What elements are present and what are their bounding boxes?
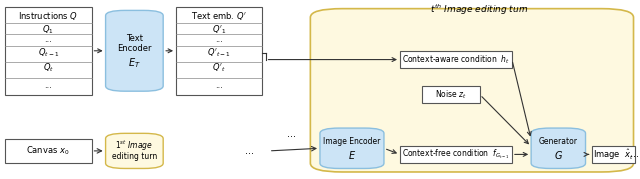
Text: ...: ... xyxy=(44,81,52,90)
FancyBboxPatch shape xyxy=(592,146,636,163)
FancyBboxPatch shape xyxy=(400,146,512,163)
Text: Text: Text xyxy=(126,34,143,43)
Text: ...: ... xyxy=(44,35,52,44)
FancyBboxPatch shape xyxy=(5,139,92,163)
FancyBboxPatch shape xyxy=(5,7,92,95)
Text: $t^{th}$ Image editing turn: $t^{th}$ Image editing turn xyxy=(431,3,529,17)
FancyBboxPatch shape xyxy=(106,133,163,168)
Text: Instructions $Q$: Instructions $Q$ xyxy=(19,10,78,22)
Text: ...: ... xyxy=(245,146,254,156)
Text: ...: ... xyxy=(630,149,639,159)
Text: Context-aware condition  $h_t$: Context-aware condition $h_t$ xyxy=(402,53,510,66)
Text: ...: ... xyxy=(215,35,223,44)
Text: $Q_{t-1}$: $Q_{t-1}$ xyxy=(38,47,59,59)
Text: Text emb. $Q'$: Text emb. $Q'$ xyxy=(191,10,247,22)
FancyBboxPatch shape xyxy=(176,7,262,95)
Text: editing turn: editing turn xyxy=(112,152,157,161)
Text: Noise $z_t$: Noise $z_t$ xyxy=(435,88,467,101)
Text: $E_T$: $E_T$ xyxy=(128,56,141,70)
Text: ...: ... xyxy=(215,81,223,90)
Text: $Q'_1$: $Q'_1$ xyxy=(212,23,227,35)
FancyBboxPatch shape xyxy=(310,9,634,172)
Text: $Q'_t$: $Q'_t$ xyxy=(212,61,226,74)
Text: ...: ... xyxy=(287,129,296,139)
Text: Image Encoder: Image Encoder xyxy=(323,137,381,146)
Text: $Q'_{t-1}$: $Q'_{t-1}$ xyxy=(207,47,231,59)
Text: $1^{st}$ Image: $1^{st}$ Image xyxy=(115,138,154,153)
FancyBboxPatch shape xyxy=(422,86,480,103)
FancyBboxPatch shape xyxy=(320,128,384,168)
Text: $Q_t$: $Q_t$ xyxy=(43,61,54,74)
FancyBboxPatch shape xyxy=(400,51,512,68)
Text: Context-free condition  $f_{G_{t-1}}$: Context-free condition $f_{G_{t-1}}$ xyxy=(402,148,509,161)
Text: $E$: $E$ xyxy=(348,149,356,161)
FancyBboxPatch shape xyxy=(531,128,586,168)
Text: $G$: $G$ xyxy=(554,149,563,161)
Text: Encoder: Encoder xyxy=(117,44,152,53)
Text: $Q_1$: $Q_1$ xyxy=(42,23,54,35)
Text: Image  $\hat{x}_t$: Image $\hat{x}_t$ xyxy=(593,147,634,162)
Text: Canvas $x_0$: Canvas $x_0$ xyxy=(26,145,70,157)
FancyBboxPatch shape xyxy=(106,10,163,91)
Text: Generator: Generator xyxy=(539,137,578,146)
